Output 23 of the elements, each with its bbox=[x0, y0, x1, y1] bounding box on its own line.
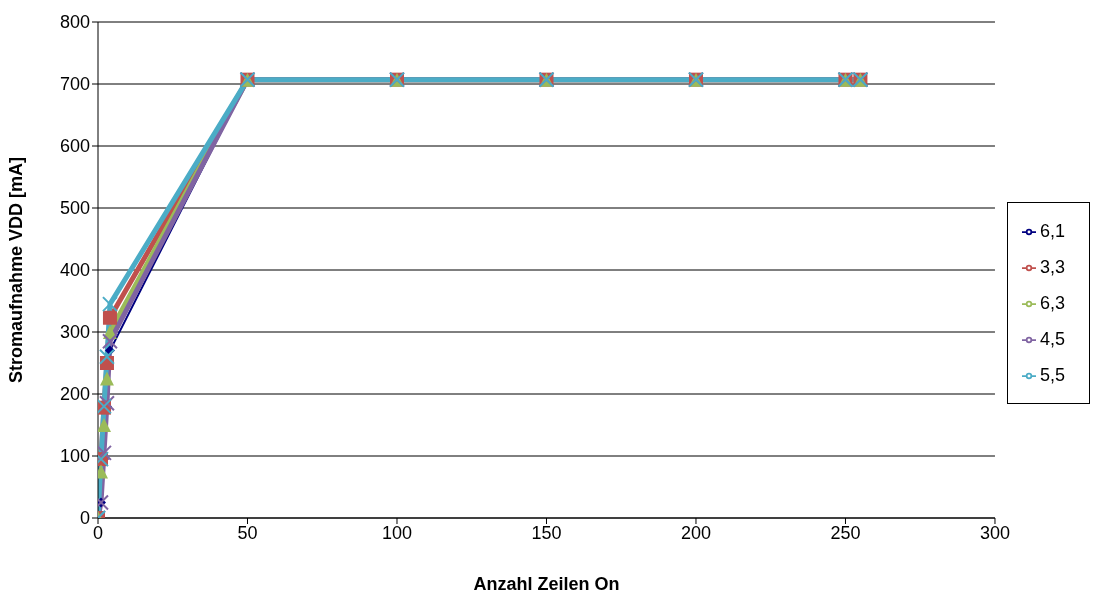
x-tick-label: 200 bbox=[680, 522, 711, 543]
x-tick-label: 300 bbox=[979, 522, 1010, 543]
x-tick-label: 50 bbox=[237, 522, 258, 543]
y-tick-label: 300 bbox=[59, 322, 90, 343]
legend-label: 5,5 bbox=[1039, 365, 1065, 385]
x-tick-label: 0 bbox=[92, 522, 104, 543]
legend-label: 6,3 bbox=[1039, 293, 1065, 313]
y-tick-label: 0 bbox=[79, 508, 90, 529]
y-tick-label: 400 bbox=[59, 260, 90, 281]
legend-label: 6,1 bbox=[1039, 221, 1065, 241]
x-tick-label: 250 bbox=[830, 522, 861, 543]
x-tick-label: 150 bbox=[531, 522, 562, 543]
x-tick-label: 100 bbox=[381, 522, 413, 543]
y-tick-label: 600 bbox=[59, 136, 90, 157]
legend-label: 4,5 bbox=[1039, 329, 1065, 349]
x-axis-title: Anzahl Zeilen On bbox=[473, 574, 620, 594]
y-tick-label: 500 bbox=[59, 198, 90, 219]
y-tick-label: 100 bbox=[59, 446, 90, 467]
y-tick-label: 200 bbox=[59, 384, 90, 405]
y-axis-title: Stromaufnahme VDD [mA] bbox=[6, 156, 27, 384]
y-tick-label: 700 bbox=[59, 74, 90, 95]
legend-label: 3,3 bbox=[1039, 257, 1065, 277]
y-tick-label: 800 bbox=[59, 12, 90, 33]
